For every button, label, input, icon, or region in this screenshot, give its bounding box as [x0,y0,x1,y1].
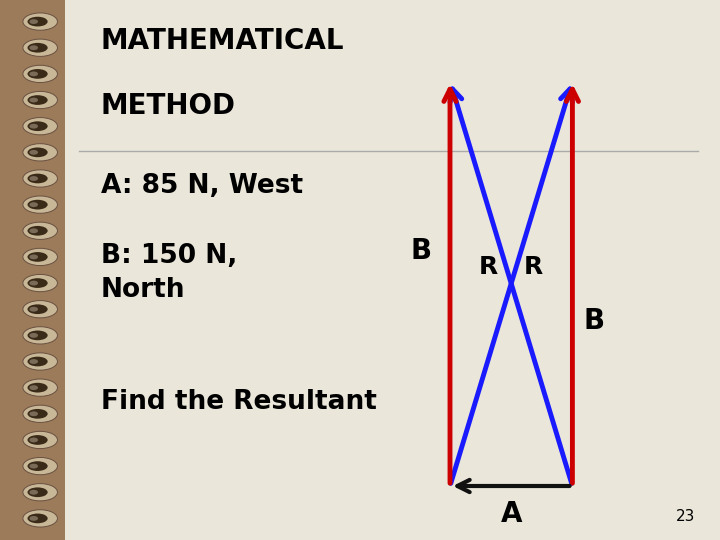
Ellipse shape [23,196,58,213]
Ellipse shape [23,248,58,266]
Ellipse shape [30,359,38,364]
Text: B: 150 N,
North: B: 150 N, North [101,243,237,303]
Ellipse shape [30,45,38,50]
Ellipse shape [30,385,38,390]
Ellipse shape [30,124,38,129]
Ellipse shape [23,118,58,135]
FancyBboxPatch shape [65,0,720,540]
Ellipse shape [27,514,48,523]
Ellipse shape [30,411,38,416]
Ellipse shape [27,174,48,184]
Ellipse shape [27,226,48,235]
Text: MATHEMATICAL: MATHEMATICAL [101,27,344,55]
Ellipse shape [27,305,48,314]
Ellipse shape [23,510,58,527]
Ellipse shape [23,301,58,318]
Ellipse shape [27,69,48,79]
Ellipse shape [27,43,48,52]
Ellipse shape [27,200,48,210]
Text: R: R [479,255,498,279]
Ellipse shape [23,91,58,109]
Ellipse shape [23,484,58,501]
Text: A: A [500,500,522,528]
Ellipse shape [23,353,58,370]
Text: B: B [411,237,432,265]
Ellipse shape [30,254,38,259]
Ellipse shape [23,39,58,56]
Text: B: B [583,307,604,335]
Ellipse shape [23,170,58,187]
Ellipse shape [30,333,38,338]
Ellipse shape [30,71,38,76]
Ellipse shape [23,405,58,422]
Ellipse shape [27,278,48,288]
Ellipse shape [27,461,48,471]
Ellipse shape [30,281,38,286]
Ellipse shape [30,307,38,312]
Ellipse shape [23,457,58,475]
Bar [0,0,65,540]
Ellipse shape [27,330,48,340]
Ellipse shape [23,222,58,239]
Text: Find the Resultant: Find the Resultant [101,389,377,415]
Ellipse shape [30,176,38,181]
Ellipse shape [23,65,58,83]
Ellipse shape [30,98,38,103]
Ellipse shape [30,19,38,24]
Ellipse shape [27,17,48,26]
Ellipse shape [30,464,38,469]
Ellipse shape [27,252,48,262]
Text: R: R [524,255,544,279]
Text: A: 85 N, West: A: 85 N, West [101,173,303,199]
Ellipse shape [23,431,58,449]
Text: METHOD: METHOD [101,92,236,120]
Ellipse shape [23,379,58,396]
Ellipse shape [23,13,58,30]
Ellipse shape [30,150,38,155]
Ellipse shape [23,144,58,161]
Ellipse shape [27,95,48,105]
Ellipse shape [27,488,48,497]
Ellipse shape [27,122,48,131]
Ellipse shape [27,383,48,393]
Ellipse shape [27,356,48,366]
Ellipse shape [30,228,38,233]
Ellipse shape [30,437,38,442]
Ellipse shape [30,202,38,207]
Text: 23: 23 [675,509,695,524]
Ellipse shape [23,327,58,344]
Ellipse shape [30,490,38,495]
Ellipse shape [27,147,48,157]
Ellipse shape [23,274,58,292]
Ellipse shape [27,409,48,419]
Ellipse shape [30,516,38,521]
Ellipse shape [27,435,48,445]
